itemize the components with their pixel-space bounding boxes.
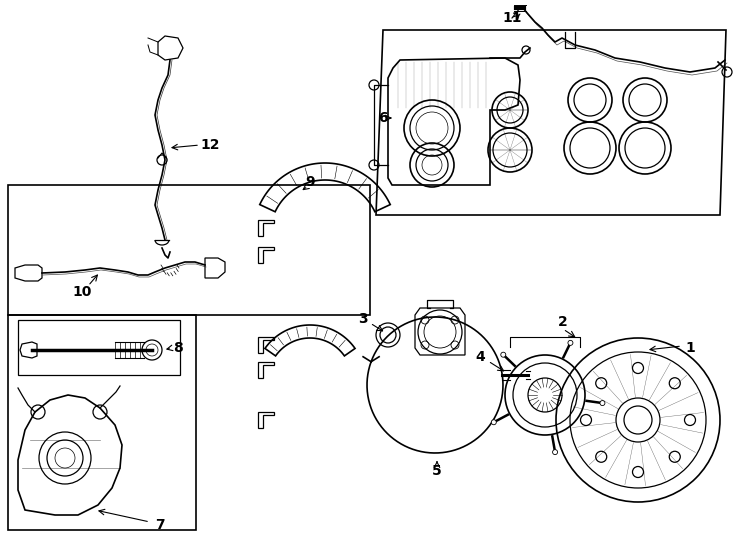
Text: 3: 3 <box>358 312 368 326</box>
Circle shape <box>553 450 558 455</box>
Text: 1: 1 <box>685 341 695 355</box>
Bar <box>18 320 180 375</box>
Text: 5: 5 <box>432 464 442 478</box>
Text: 10: 10 <box>73 285 92 299</box>
Text: 7: 7 <box>155 518 165 532</box>
Circle shape <box>501 352 506 357</box>
Bar <box>8 185 370 315</box>
Circle shape <box>491 420 496 425</box>
Text: 2: 2 <box>558 315 568 329</box>
Bar <box>8 315 196 530</box>
Text: 4: 4 <box>475 350 485 364</box>
Text: 11: 11 <box>502 11 522 25</box>
Text: 9: 9 <box>305 175 315 189</box>
Circle shape <box>568 340 573 346</box>
Text: 8: 8 <box>173 341 183 355</box>
Circle shape <box>600 401 605 406</box>
Text: 12: 12 <box>200 138 219 152</box>
Text: 6: 6 <box>378 111 388 125</box>
